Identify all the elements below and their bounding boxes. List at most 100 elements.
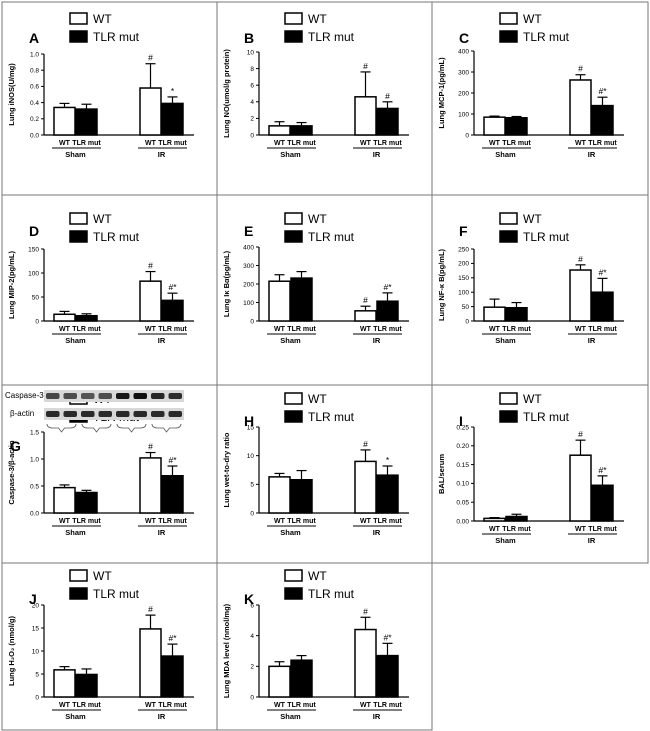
legend-mut-swatch xyxy=(69,230,88,243)
panel-letter: B xyxy=(244,30,254,46)
y-tick-label: 200 xyxy=(243,281,254,288)
bar-ir-tlr-mut xyxy=(376,474,399,514)
x-sub-label-wt: WT xyxy=(575,140,587,147)
legend-mut-swatch xyxy=(499,30,518,43)
legend-wt-swatch xyxy=(499,392,518,405)
panel-letter: K xyxy=(244,591,254,607)
y-axis-label: Lung iNOS(U/mg) xyxy=(7,63,16,126)
x-sub-label-wt: WT xyxy=(59,518,71,525)
panel-letter: C xyxy=(459,30,469,46)
blot-band-beta-actin xyxy=(116,411,130,417)
legend-wt-label: WT xyxy=(523,392,542,406)
x-sub-label-wt: WT xyxy=(360,140,372,147)
legend-mut-label: TLR mut xyxy=(308,230,355,244)
group-label-ir: IR xyxy=(588,150,596,159)
blot-band-caspase3 xyxy=(81,393,95,399)
blot-lane-bracket xyxy=(81,423,112,433)
x-sub-label-tlr-mut: TLR mut xyxy=(287,326,316,333)
significance-marker: # xyxy=(363,61,368,71)
y-tick-label: 100 xyxy=(458,111,469,118)
y-tick-label: 0.2 xyxy=(30,116,39,123)
y-tick-label: 0 xyxy=(250,510,254,517)
group-label-sham: Sham xyxy=(65,712,86,721)
bar-sham-tlr-mut xyxy=(75,491,98,514)
y-tick-label: 0 xyxy=(250,132,254,139)
western-blot xyxy=(44,390,184,433)
bar-ir-wt xyxy=(354,628,377,698)
y-tick-label: 0 xyxy=(35,694,39,701)
bar-ir-tlr-mut xyxy=(161,474,184,514)
legend-wt-label: WT xyxy=(308,569,327,583)
x-sub-label-wt: WT xyxy=(274,326,286,333)
legend-mut-swatch xyxy=(284,410,303,423)
x-sub-label-wt: WT xyxy=(145,140,157,147)
x-sub-label-tlr-mut: TLR mut xyxy=(158,518,187,525)
y-tick-label: 1.0 xyxy=(30,456,39,463)
y-tick-label: 1.5 xyxy=(30,429,39,436)
y-tick-label: 100 xyxy=(458,290,469,297)
legend-mut-label: TLR mut xyxy=(93,587,140,601)
bar-ir-tlr-mut xyxy=(591,104,614,136)
y-tick-label: 4 xyxy=(250,633,254,640)
significance-marker: # xyxy=(148,442,153,452)
group-label-sham: Sham xyxy=(280,712,301,721)
y-tick-label: 0.4 xyxy=(30,100,39,107)
significance-marker: #* xyxy=(168,455,177,465)
y-tick-label: 0.20 xyxy=(456,443,469,450)
panel-letter: D xyxy=(29,223,39,239)
bar-ir-tlr-mut xyxy=(376,300,399,322)
blot-band-caspase3 xyxy=(116,393,130,399)
bar-sham-wt xyxy=(268,125,291,136)
group-label-ir: IR xyxy=(588,536,596,545)
blot-band-beta-actin xyxy=(63,411,77,417)
significance-marker: # xyxy=(578,64,583,74)
blot-label-caspase3: Caspase-3 xyxy=(5,391,44,400)
x-sub-label-tlr-mut: TLR mut xyxy=(588,326,617,333)
legend-wt-swatch xyxy=(284,569,303,582)
x-sub-label-wt: WT xyxy=(360,702,372,709)
bar-sham-tlr-mut xyxy=(75,314,98,322)
x-sub-label-tlr-mut: TLR mut xyxy=(588,140,617,147)
blot-lane-bracket xyxy=(46,423,77,433)
x-sub-label-tlr-mut: TLR mut xyxy=(373,702,402,709)
y-tick-label: 300 xyxy=(243,263,254,270)
y-tick-label: 50 xyxy=(32,294,40,301)
legend-wt-swatch xyxy=(69,12,88,25)
group-label-ir: IR xyxy=(373,528,381,537)
y-tick-label: 15 xyxy=(247,424,255,431)
y-tick-label: 20 xyxy=(32,602,40,609)
y-tick-label: 0.8 xyxy=(30,68,39,75)
y-tick-label: 15 xyxy=(32,625,40,632)
bar-sham-tlr-mut xyxy=(290,478,313,514)
y-axis-label: Lung MCP-1(pg/mL) xyxy=(437,57,446,129)
significance-marker: * xyxy=(386,455,390,465)
panel-letter: H xyxy=(244,413,254,429)
y-tick-label: 100 xyxy=(243,300,254,307)
blot-label-beta-actin: β-actin xyxy=(10,409,34,418)
y-tick-label: 0 xyxy=(465,318,469,325)
bar-sham-wt xyxy=(268,280,291,322)
legend-mut-label: TLR mut xyxy=(308,410,355,424)
bar-ir-wt xyxy=(139,457,162,514)
bar-sham-wt xyxy=(268,476,291,514)
y-tick-label: 150 xyxy=(28,246,39,253)
panel-letter: G xyxy=(10,438,21,454)
legend-wt-label: WT xyxy=(93,12,112,26)
panel-border xyxy=(431,384,649,564)
bar-ir-tlr-mut xyxy=(591,291,614,322)
y-tick-label: 0.25 xyxy=(456,424,469,431)
blot-band-beta-actin xyxy=(168,411,182,417)
significance-marker: # xyxy=(363,295,368,305)
bar-sham-wt xyxy=(483,306,506,322)
bar-ir-tlr-mut xyxy=(591,484,614,522)
x-sub-label-tlr-mut: TLR mut xyxy=(158,702,187,709)
y-tick-label: 200 xyxy=(458,261,469,268)
y-tick-label: 0 xyxy=(250,318,254,325)
y-axis-label: BAL/serum xyxy=(437,454,446,494)
x-sub-label-wt: WT xyxy=(145,326,157,333)
y-tick-label: 5 xyxy=(35,671,39,678)
x-sub-label-wt: WT xyxy=(489,326,501,333)
